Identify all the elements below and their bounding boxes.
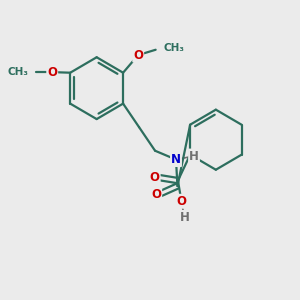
Text: CH₃: CH₃ [7, 67, 28, 77]
Text: H: H [179, 211, 189, 224]
Text: H: H [189, 149, 199, 163]
Text: O: O [47, 66, 57, 79]
Text: O: O [133, 49, 143, 62]
Text: N: N [171, 153, 181, 166]
Text: O: O [151, 188, 161, 201]
Text: O: O [150, 171, 160, 184]
Text: O: O [176, 195, 186, 208]
Text: CH₃: CH₃ [164, 43, 185, 53]
